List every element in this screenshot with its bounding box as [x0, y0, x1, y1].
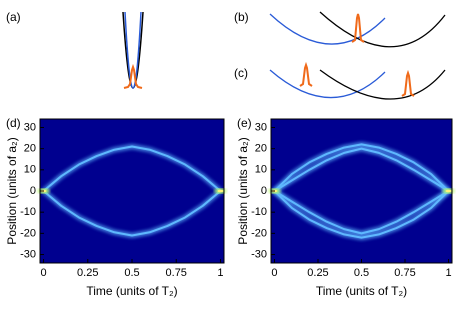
trajectory: [42, 145, 222, 192]
hot-spot-core: [217, 189, 224, 193]
trajectory: [273, 190, 450, 239]
potential: [124, 11, 142, 89]
x-tick-label: 1: [445, 267, 451, 279]
heatmap-background: [271, 119, 452, 263]
potential: [319, 69, 446, 100]
panel-label: (e): [237, 116, 252, 130]
y-tick-label: 0: [261, 185, 267, 197]
x-tick-label: 0.5: [354, 267, 369, 279]
y-tick-label: 10: [24, 164, 36, 176]
y-tick-label: -10: [251, 206, 267, 218]
panel-label: (a): [6, 10, 21, 24]
y-tick-label: -20: [251, 227, 267, 239]
y-tick-label: 10: [255, 164, 267, 176]
wavepacket: [401, 69, 415, 97]
trajectory: [42, 190, 222, 237]
wavepacket: [351, 13, 365, 43]
panel-label: (b): [234, 10, 249, 24]
y-axis-label: Position (units of a₂): [236, 137, 250, 244]
x-tick-label: 0.5: [124, 267, 139, 279]
trajectory: [273, 190, 450, 235]
heatmap-background: [40, 119, 224, 263]
y-tick-label: 0: [30, 185, 36, 197]
y-axis-label: Position (units of a₂): [5, 137, 19, 244]
hot-spot-core: [445, 189, 452, 193]
wavepacket: [123, 63, 143, 89]
potential: [269, 13, 386, 45]
y-tick-label: 30: [255, 121, 267, 133]
trajectory: [273, 147, 450, 192]
x-axis-label: Time (units of T₂): [316, 284, 407, 298]
y-tick-label: -30: [20, 248, 36, 260]
y-tick-label: 20: [24, 143, 36, 155]
x-tick-label: 0: [271, 267, 277, 279]
x-tick-label: 0.75: [166, 267, 187, 279]
x-tick-label: 0.25: [307, 267, 328, 279]
y-tick-label: 30: [24, 121, 36, 133]
y-tick-label: -30: [251, 248, 267, 260]
x-tick-label: 1: [217, 267, 223, 279]
x-tick-label: 0: [40, 267, 46, 279]
x-axis-label: Time (units of T₂): [86, 284, 177, 298]
x-tick-label: 0.25: [77, 267, 98, 279]
y-tick-label: -10: [20, 206, 36, 218]
y-tick-label: 20: [255, 143, 267, 155]
y-tick-label: -20: [20, 227, 36, 239]
trajectory: [273, 143, 450, 192]
wavepacket: [299, 61, 313, 87]
potential: [269, 69, 386, 99]
panel-label: (d): [6, 116, 21, 130]
panel-label: (c): [234, 66, 248, 80]
x-tick-label: 0.75: [394, 267, 415, 279]
potential: [319, 11, 446, 48]
